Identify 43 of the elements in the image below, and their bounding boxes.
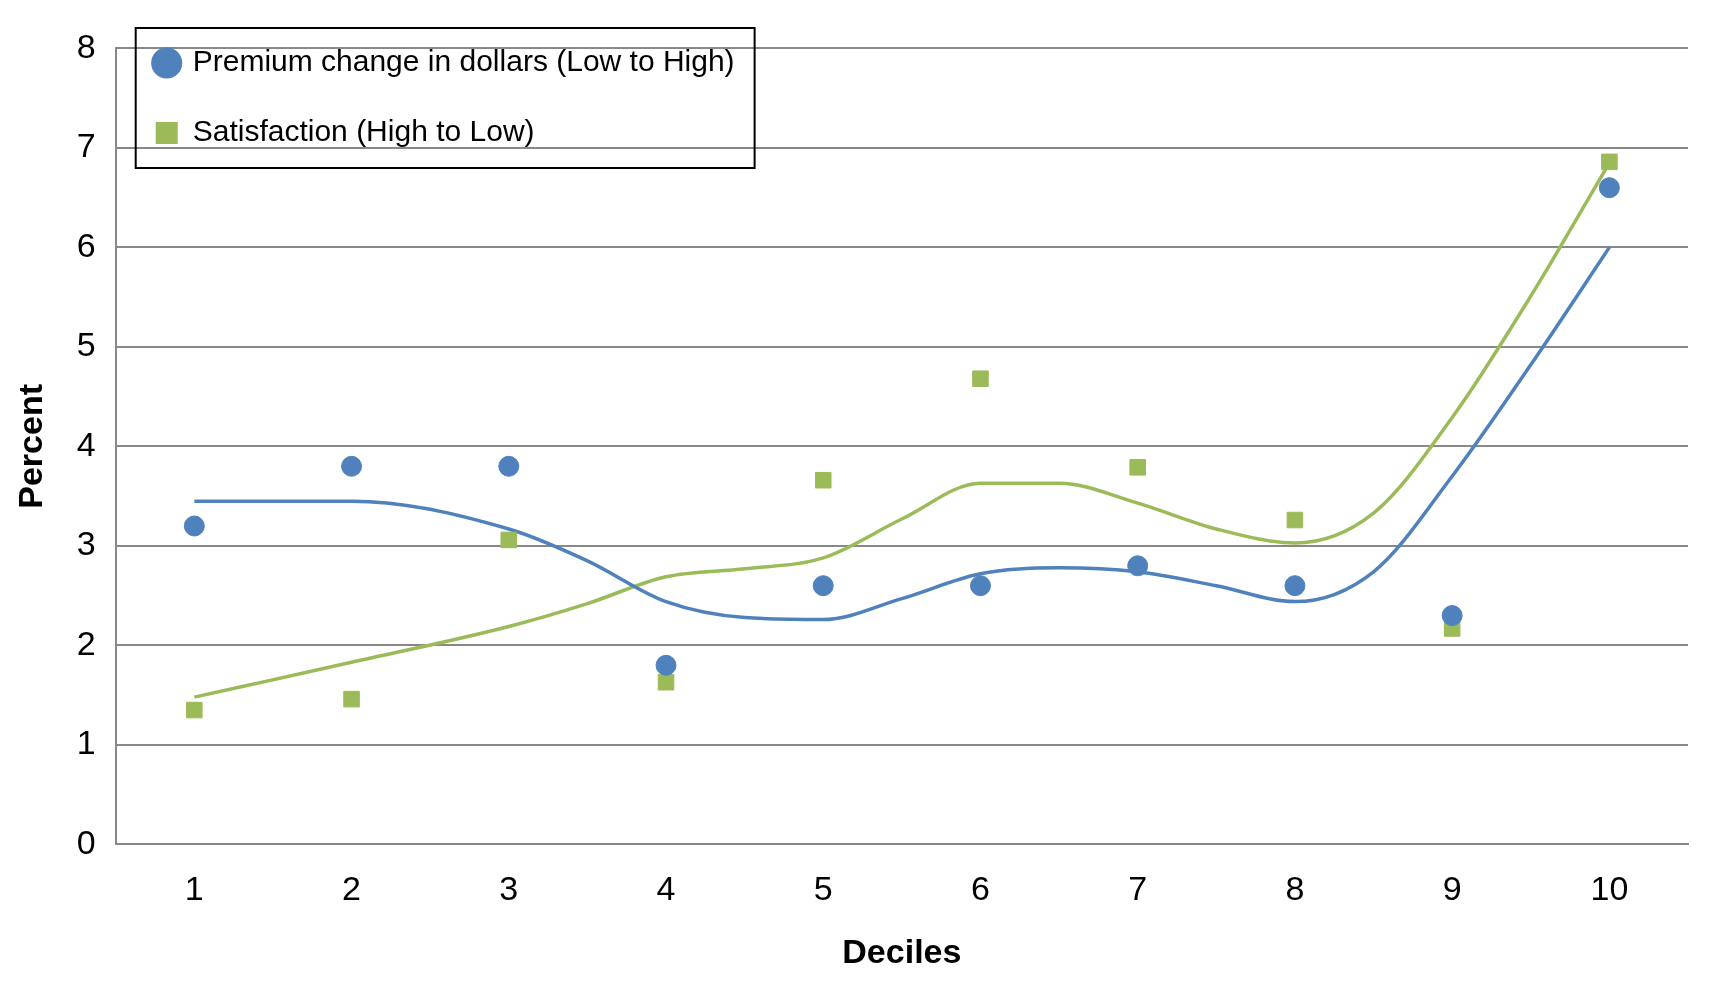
point — [969, 575, 991, 597]
point — [1286, 511, 1304, 529]
point — [1441, 605, 1463, 627]
x-tick-label: 8 — [1285, 869, 1305, 908]
point — [1284, 575, 1306, 597]
point — [657, 673, 675, 691]
point — [812, 575, 834, 597]
y-tick-label: 4 — [76, 424, 96, 463]
y-tick-label: 2 — [76, 623, 96, 662]
point — [186, 701, 203, 719]
x-tick-label: 4 — [656, 869, 676, 908]
x-tick-label: 1 — [184, 869, 204, 908]
y-tick-label: 7 — [76, 126, 96, 165]
legend-label: Satisfaction (High to Low) — [192, 114, 535, 148]
point — [498, 455, 520, 477]
x-tick-label: 9 — [1442, 869, 1462, 908]
point — [1601, 153, 1618, 171]
point — [1129, 459, 1146, 476]
point — [1127, 555, 1149, 577]
x-tick-label: 10 — [1590, 869, 1629, 908]
point — [972, 370, 989, 388]
x-tick-label: 2 — [342, 869, 362, 908]
point — [655, 654, 677, 676]
x-tick-label: 5 — [813, 869, 833, 908]
y-tick-label: 1 — [76, 723, 96, 762]
y-tick-label: 0 — [76, 822, 96, 861]
x-tick-label: 7 — [1128, 869, 1148, 908]
y-tick-label: 8 — [76, 26, 96, 65]
y-tick-label: 6 — [76, 225, 96, 264]
legend-label: Premium change in dollars (Low to High) — [192, 44, 735, 78]
point — [1598, 177, 1620, 199]
point — [343, 690, 360, 708]
x-axis-title: Deciles — [842, 931, 962, 970]
y-tick-label: 5 — [76, 325, 96, 364]
y-tick-label: 3 — [76, 524, 96, 563]
x-tick-label: 6 — [971, 869, 990, 908]
point — [500, 531, 518, 549]
y-axis-title: Percent — [10, 384, 49, 509]
line-series — [192, 245, 1612, 622]
x-tick-label: 3 — [499, 869, 519, 908]
point — [814, 471, 832, 489]
point — [183, 515, 205, 537]
point — [341, 455, 363, 477]
